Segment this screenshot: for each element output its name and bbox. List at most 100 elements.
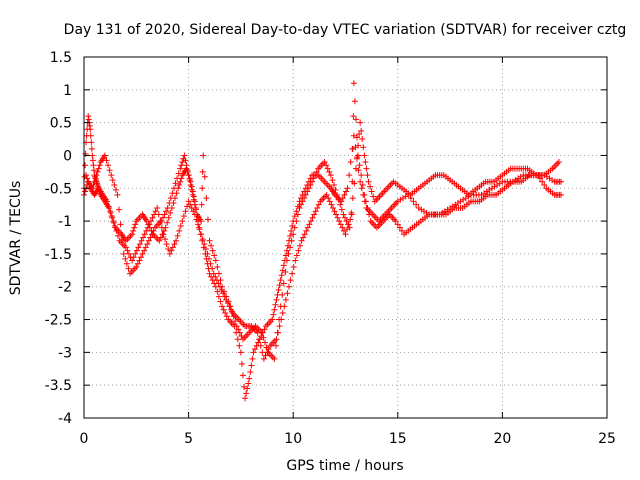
data-point bbox=[279, 309, 286, 316]
data-point bbox=[106, 167, 113, 174]
data-point bbox=[358, 127, 365, 134]
y-tick-label: -2 bbox=[58, 280, 72, 296]
data-point bbox=[277, 277, 284, 284]
data-point bbox=[132, 250, 139, 257]
x-tick-label: 5 bbox=[184, 431, 193, 447]
data-point bbox=[557, 191, 564, 198]
data-point bbox=[345, 221, 352, 228]
data-point bbox=[311, 211, 318, 218]
x-tick-label: 25 bbox=[598, 431, 616, 447]
data-point bbox=[206, 237, 213, 244]
data-point bbox=[203, 195, 210, 202]
data-point bbox=[136, 241, 143, 248]
y-tick-label: -3 bbox=[58, 345, 72, 361]
data-point bbox=[348, 211, 355, 218]
data-point bbox=[177, 223, 184, 230]
data-point bbox=[172, 180, 179, 187]
y-tick-label: 1.5 bbox=[50, 50, 72, 66]
data-point bbox=[224, 300, 231, 307]
data-point bbox=[355, 152, 362, 159]
data-point bbox=[125, 250, 132, 257]
data-point bbox=[88, 145, 95, 152]
data-point bbox=[158, 224, 165, 231]
data-point bbox=[143, 227, 150, 234]
data-point bbox=[537, 175, 544, 182]
data-point bbox=[85, 178, 92, 185]
data-point bbox=[301, 231, 308, 238]
data-point bbox=[111, 181, 118, 188]
data-point bbox=[370, 193, 377, 200]
data-point bbox=[218, 287, 225, 294]
data-point bbox=[292, 257, 299, 264]
data-point bbox=[131, 224, 138, 231]
data-point bbox=[309, 214, 316, 221]
data-point bbox=[323, 162, 330, 169]
data-point bbox=[180, 213, 187, 220]
data-point bbox=[136, 257, 143, 264]
data-point bbox=[122, 255, 129, 262]
data-point bbox=[181, 152, 188, 159]
data-point bbox=[307, 218, 314, 225]
data-points bbox=[81, 80, 564, 402]
data-point bbox=[242, 395, 249, 402]
data-point bbox=[87, 132, 94, 139]
data-point bbox=[350, 132, 357, 139]
y-axis-label: SDTVAR / TECUs bbox=[8, 181, 24, 296]
data-point bbox=[85, 116, 92, 123]
chart-title: Day 131 of 2020, Sidereal Day-to-day VTE… bbox=[64, 22, 627, 38]
data-point bbox=[286, 283, 293, 290]
data-point bbox=[247, 369, 254, 376]
data-point bbox=[105, 162, 112, 169]
data-point bbox=[285, 250, 292, 257]
x-tick-label: 20 bbox=[493, 431, 511, 447]
data-point bbox=[120, 250, 127, 257]
x-tick-label: 0 bbox=[80, 431, 89, 447]
data-point bbox=[152, 208, 159, 215]
data-point bbox=[198, 218, 205, 225]
data-point bbox=[302, 191, 309, 198]
data-point bbox=[233, 323, 240, 330]
data-point bbox=[238, 360, 245, 367]
data-point bbox=[270, 311, 277, 318]
data-point bbox=[342, 231, 349, 238]
data-point bbox=[283, 247, 290, 254]
data-point bbox=[222, 309, 229, 316]
data-point bbox=[215, 280, 222, 287]
data-point bbox=[89, 152, 96, 159]
data-point bbox=[174, 175, 181, 182]
data-point bbox=[328, 201, 335, 208]
data-point bbox=[82, 162, 89, 169]
data-point bbox=[283, 257, 290, 264]
data-point bbox=[112, 186, 119, 193]
data-point bbox=[113, 227, 120, 234]
data-point bbox=[209, 247, 216, 254]
data-point bbox=[296, 204, 303, 211]
data-point bbox=[252, 346, 259, 353]
data-point bbox=[338, 206, 345, 213]
data-point bbox=[159, 214, 166, 221]
data-point bbox=[101, 152, 108, 159]
data-point bbox=[407, 195, 414, 202]
data-point bbox=[282, 296, 289, 303]
data-point bbox=[279, 291, 286, 298]
data-point bbox=[255, 339, 262, 346]
y-tick-label: -2.5 bbox=[45, 313, 72, 329]
data-point bbox=[164, 219, 171, 226]
gridlines bbox=[84, 57, 607, 418]
data-point bbox=[236, 342, 243, 349]
data-point bbox=[237, 349, 244, 356]
data-point bbox=[166, 200, 173, 207]
data-point bbox=[261, 339, 268, 346]
data-point bbox=[108, 213, 115, 220]
data-point bbox=[290, 231, 297, 238]
data-point bbox=[199, 236, 206, 243]
data-point bbox=[282, 268, 289, 275]
data-point bbox=[310, 175, 317, 182]
data-point bbox=[184, 167, 191, 174]
data-point bbox=[357, 178, 364, 185]
data-point bbox=[245, 380, 252, 387]
data-point bbox=[332, 186, 339, 193]
data-point bbox=[165, 214, 172, 221]
data-point bbox=[95, 165, 102, 172]
data-point bbox=[367, 183, 374, 190]
